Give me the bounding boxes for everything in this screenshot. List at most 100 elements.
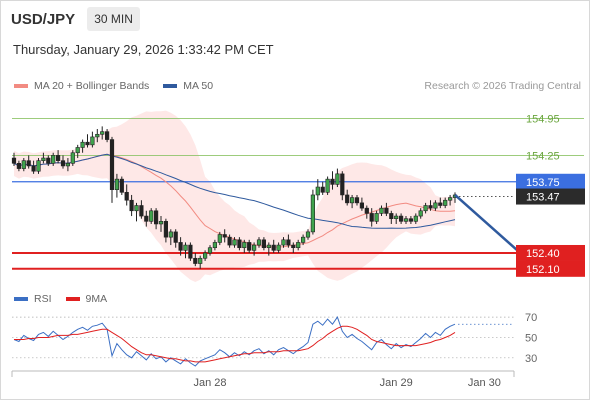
candle-body [119,178,124,193]
candle-88 [443,197,448,209]
candle-body [21,160,26,169]
candle-41 [212,239,218,251]
candle-54 [276,242,281,253]
candle-49 [252,242,257,256]
candle-body [261,239,267,249]
candle-40 [207,245,213,256]
candle-body [11,157,17,164]
legend-ma20: MA 20 + Bollinger Bands [14,80,149,92]
candle-84 [423,202,428,214]
candle-16 [90,131,95,148]
rsi-swatch [14,297,28,301]
candle-72 [364,205,369,219]
candle-body [418,210,423,217]
candle-body [154,210,159,225]
price-legend: MA 20 + Bollinger Bands MA 50 [14,80,227,92]
candle-52 [266,242,271,256]
candle-body [320,186,325,193]
candle-body [305,231,311,238]
legend-9ma: 9MA [65,293,107,305]
candle-86 [433,200,438,211]
candle-65 [330,171,335,190]
candle-body [149,210,154,222]
candle-body [330,178,335,185]
candle-60 [305,229,311,240]
candle-body [423,205,428,212]
candle-body [227,236,232,246]
candle-47 [242,239,247,253]
candle-body [384,207,389,214]
candle-body [124,192,129,201]
candle-body [158,221,164,225]
candle-body [438,202,443,206]
candle-44 [227,234,232,248]
candle-5 [36,158,41,174]
candle-4 [31,160,36,174]
legend-ma50-label: MA 50 [183,80,214,92]
x-tick-0: Jan 28 [193,377,226,389]
candle-body [349,197,355,204]
candle-body [36,160,41,172]
candle-51 [261,237,267,251]
candle-74 [374,210,379,224]
candle-53 [271,239,276,253]
candle-body [144,215,149,222]
candle-body [379,207,384,214]
candle-59 [300,234,306,246]
legend-ma20-label: MA 20 + Bollinger Bands [34,80,150,92]
candle-body [109,139,115,190]
candle-61 [310,189,316,235]
legend-rsi-label: RSI [34,293,52,305]
candle-body [340,173,345,196]
candle-body [389,213,394,219]
candle-43 [222,229,227,243]
candle-36 [188,242,193,261]
candle-31 [163,218,169,243]
candle-42 [217,231,222,246]
candle-78 [394,213,399,224]
candle-body [433,202,438,209]
level-tag-2 [516,173,585,190]
candle-body [237,239,242,249]
candle-body [46,157,51,164]
candle-26 [139,200,144,219]
timeframe-badge[interactable]: 30 MIN [87,7,140,31]
candle-body [413,215,418,222]
rsi-series-1 [14,325,456,363]
ma9-swatch [65,297,80,301]
candle-22 [119,176,124,195]
bollinger-band [14,110,455,282]
candle-0 [11,152,17,166]
candle-body [70,152,75,164]
candle-body [300,236,306,243]
candle-24 [129,194,134,217]
candle-77 [389,210,394,224]
candle-63 [320,181,325,195]
candle-body [345,194,350,204]
candle-body [75,147,80,154]
legend-rsi: RSI [14,293,52,305]
ma20-swatch [14,84,28,88]
candle-9 [55,150,61,164]
candle-body [51,155,56,164]
level-label-0: 154.95 [526,113,560,125]
candle-64 [325,176,330,195]
candle-body [286,239,291,246]
candle-73 [369,208,374,227]
candle-11 [65,158,70,172]
candle-12 [70,150,75,166]
candle-body [408,218,414,222]
candle-81 [408,216,414,224]
candle-76 [384,202,389,217]
candle-body [310,194,316,233]
candle-body [203,252,208,259]
candle-23 [124,184,129,206]
candle-body [129,199,134,212]
candle-71 [359,197,365,211]
candle-body [325,178,330,193]
candle-1 [16,160,22,172]
candle-8 [51,152,56,166]
candle-83 [418,208,423,219]
instrument-title: USD/JPY [11,10,76,28]
